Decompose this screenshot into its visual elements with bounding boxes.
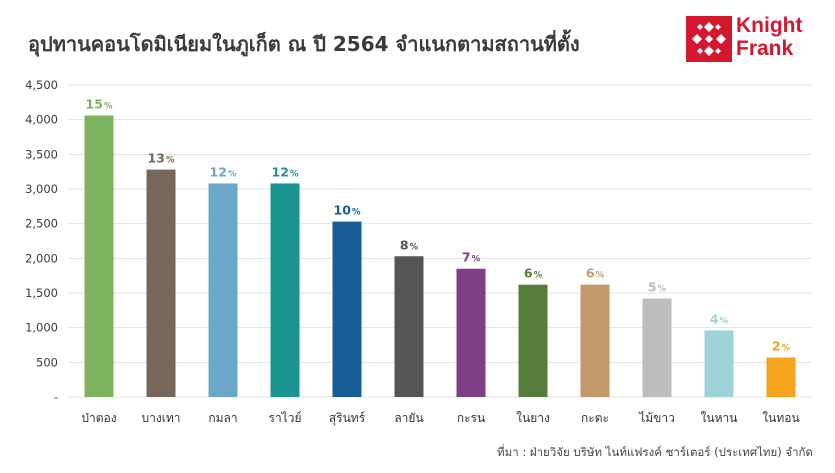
data-label: 12% [210, 164, 237, 179]
bar [332, 221, 362, 397]
y-tick-label: 2,500 [25, 217, 58, 231]
data-label: 4% [710, 311, 729, 326]
x-axis-tick-labels: ป่าตอง บางเทา กมลา ราไวย์ สุรินทร์ ลายัน กะรน ใ… [81, 411, 799, 426]
data-label: 8% [400, 237, 419, 252]
x-tick-label: บางเทา [142, 411, 181, 425]
bar [394, 256, 424, 397]
bar [518, 284, 548, 397]
data-label: 10% [334, 203, 361, 218]
y-tick-label: 500 [36, 355, 58, 369]
data-label: 13% [148, 151, 175, 166]
y-tick-label: - [54, 390, 58, 404]
bars [84, 115, 796, 398]
knight-frank-logo-text: Knight Frank [736, 14, 802, 60]
bar [642, 298, 672, 397]
gridlines [68, 84, 812, 398]
x-tick-label: สุรินทร์ [329, 411, 366, 426]
bar [84, 115, 114, 398]
data-label: 6% [524, 266, 543, 281]
y-tick-label: 1,500 [25, 286, 58, 300]
data-labels: 15% 13% 12% 12% 10% 8% 7% 6% 6% 5% 4% 2% [86, 97, 791, 354]
y-axis-tick-labels: - 500 1,000 1,500 2,000 2,500 3,000 3,500 4,000 4… [25, 78, 58, 404]
data-label: 12% [272, 164, 299, 179]
x-tick-label: กมลา [208, 411, 237, 425]
x-tick-label: ไม้ขาว [638, 411, 675, 425]
y-tick-label: 4,500 [25, 78, 58, 92]
bar [270, 183, 300, 397]
x-tick-label: ป่าตอง [81, 411, 116, 425]
data-label: 15% [86, 97, 113, 112]
x-tick-label: ราไวย์ [269, 411, 302, 425]
data-label: 7% [462, 250, 481, 265]
y-tick-label: 3,500 [25, 147, 58, 161]
x-tick-label: ในหาน [701, 411, 738, 425]
y-tick-label: 2,000 [25, 251, 58, 265]
data-label: 5% [648, 280, 667, 295]
data-label: 6% [586, 266, 605, 281]
bar [456, 268, 486, 397]
source-note: ที่มา : ฝ่ายวิจัย บริษัท ไนท์แฟรงค์ ชาร์… [497, 445, 813, 459]
bar [704, 330, 734, 397]
x-tick-label: ลายัน [394, 411, 423, 425]
knight-frank-logo: Knight Frank [686, 14, 811, 64]
x-tick-label: กะรน [457, 411, 485, 425]
logo-line-1: Knight [736, 14, 803, 37]
x-tick-label: กะตะ [581, 411, 609, 425]
bar [766, 357, 796, 397]
x-tick-label: ในยาง [516, 411, 550, 425]
data-label: 2% [772, 338, 791, 353]
y-tick-label: 4,000 [25, 113, 58, 127]
logo-line-2: Frank [736, 37, 794, 60]
x-tick-label: ในทอน [762, 411, 799, 425]
y-tick-label: 3,000 [25, 182, 58, 196]
bar [580, 284, 610, 397]
knight-frank-logo-icon [686, 16, 732, 62]
bar [146, 169, 176, 397]
y-tick-label: 1,000 [25, 321, 58, 335]
bar [208, 183, 238, 397]
chart-title: อุปทานคอนโดมิเนียมในภูเก็ต ณ ปี 2564 จำแ… [28, 32, 580, 56]
